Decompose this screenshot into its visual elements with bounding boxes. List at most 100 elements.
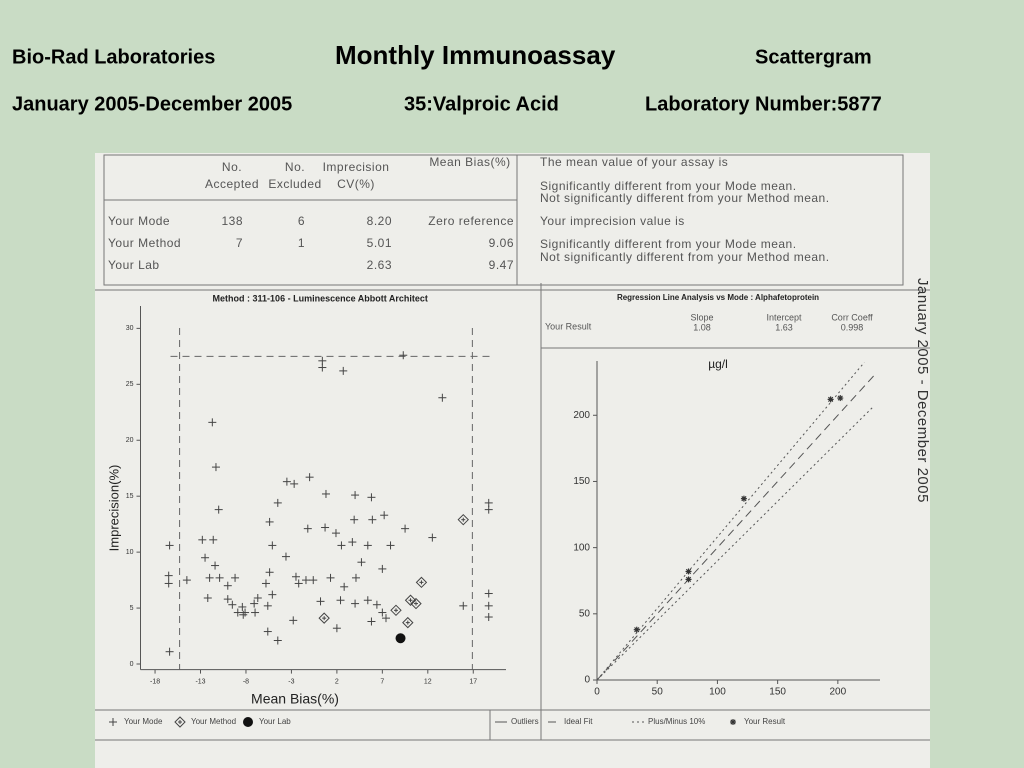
data-point — [415, 576, 428, 589]
data-point — [318, 363, 327, 372]
data-point — [241, 608, 250, 617]
x-tick-label: -3 — [288, 678, 294, 685]
data-point — [265, 517, 274, 526]
y-tick-label: 15 — [126, 493, 134, 500]
data-point — [205, 573, 214, 582]
y-tick-label: 30 — [126, 325, 134, 332]
y-tick-label: 150 — [573, 476, 590, 487]
y-tick-label: 25 — [126, 381, 134, 388]
marker-part — [837, 395, 843, 401]
x-tick-label: 50 — [652, 687, 664, 698]
regression-header: Corr Coeff — [831, 312, 873, 322]
y-tick-label: 10 — [126, 549, 134, 556]
org: Bio-Rad Laboratories — [12, 46, 215, 68]
y-tick-label: 0 — [584, 675, 590, 686]
table-cell: 6 — [298, 214, 305, 228]
y-tick-label: 5 — [130, 605, 134, 612]
data-point — [357, 558, 366, 567]
data-point — [484, 498, 493, 507]
data-point — [336, 596, 345, 605]
marker-part — [685, 576, 692, 583]
data-point — [290, 479, 299, 488]
x-tick-label: 150 — [769, 687, 786, 698]
data-point — [318, 612, 330, 624]
data-point — [253, 593, 262, 602]
data-point — [209, 535, 218, 544]
note: Significantly different from your Mode m… — [540, 237, 797, 251]
column-header: CV(%) — [337, 177, 375, 191]
data-point — [457, 513, 469, 526]
data-point — [351, 599, 360, 608]
x-tick-label: 100 — [709, 687, 726, 698]
table-cell: Zero reference — [428, 214, 514, 228]
data-point — [410, 597, 422, 610]
table-cell: 5.01 — [367, 236, 392, 250]
data-point — [386, 541, 395, 550]
paper — [95, 153, 930, 768]
data-point — [685, 568, 692, 575]
data-point — [165, 541, 174, 550]
data-point — [164, 571, 173, 580]
data-point — [390, 604, 402, 617]
lab-number: Laboratory Number:5877 — [645, 93, 882, 115]
data-point — [211, 463, 220, 472]
data-point — [428, 533, 437, 542]
column-header: No. — [222, 160, 242, 174]
summary-box — [103, 154, 904, 286]
data-point — [348, 538, 357, 547]
data-point — [484, 589, 493, 598]
data-point — [378, 608, 387, 617]
data-point — [363, 596, 372, 605]
data-point — [351, 491, 360, 500]
data-point — [367, 493, 376, 502]
data-point — [340, 582, 349, 591]
table-cell: 1 — [298, 236, 305, 250]
data-point — [201, 553, 210, 562]
data-point — [484, 505, 493, 514]
chart-title: Method : 311-106 - Luminescence Abbott A… — [213, 293, 428, 303]
data-point — [309, 576, 318, 585]
column-header: No. — [285, 160, 305, 174]
marker-part — [828, 396, 834, 403]
legend-symbol — [109, 718, 117, 726]
program: Monthly Immunoassay — [335, 40, 616, 70]
y-tick-label: 100 — [573, 542, 590, 553]
legend-label: Your Lab — [259, 717, 291, 726]
analyte: 35:Valproic Acid — [404, 93, 559, 115]
legend-symbol — [243, 717, 253, 727]
data-point — [301, 576, 310, 585]
data-point — [305, 473, 314, 482]
marker-part — [243, 717, 253, 727]
data-point — [233, 608, 242, 617]
data-point — [380, 511, 389, 520]
data-point — [331, 529, 340, 538]
data-point — [326, 573, 335, 582]
column-header: Mean Bias(%) — [429, 155, 510, 169]
note: Your imprecision value is — [540, 214, 685, 228]
data-point — [378, 564, 387, 573]
data-point — [363, 541, 372, 550]
legend-label: Your Method — [191, 717, 236, 726]
regression-header: Intercept — [766, 312, 802, 322]
data-point — [332, 624, 341, 633]
data-point — [273, 498, 282, 507]
data-point — [351, 573, 360, 582]
data-point — [339, 366, 348, 375]
legend-label: Your Mode — [124, 717, 163, 726]
regression-value: 1.08 — [693, 322, 711, 332]
data-point — [318, 356, 327, 365]
data-point — [337, 541, 346, 550]
data-point — [289, 616, 298, 625]
data-point — [263, 627, 272, 636]
data-point — [282, 477, 291, 486]
column-header: Accepted — [205, 177, 259, 191]
data-point — [214, 505, 223, 514]
marker-part — [410, 597, 422, 610]
note: The mean value of your assay is — [540, 155, 728, 169]
regression-row-label: Your Result — [545, 321, 592, 331]
data-point — [223, 595, 232, 604]
data-point — [281, 552, 290, 561]
data-point — [208, 418, 217, 427]
note: Not significantly different from your Me… — [540, 250, 830, 264]
